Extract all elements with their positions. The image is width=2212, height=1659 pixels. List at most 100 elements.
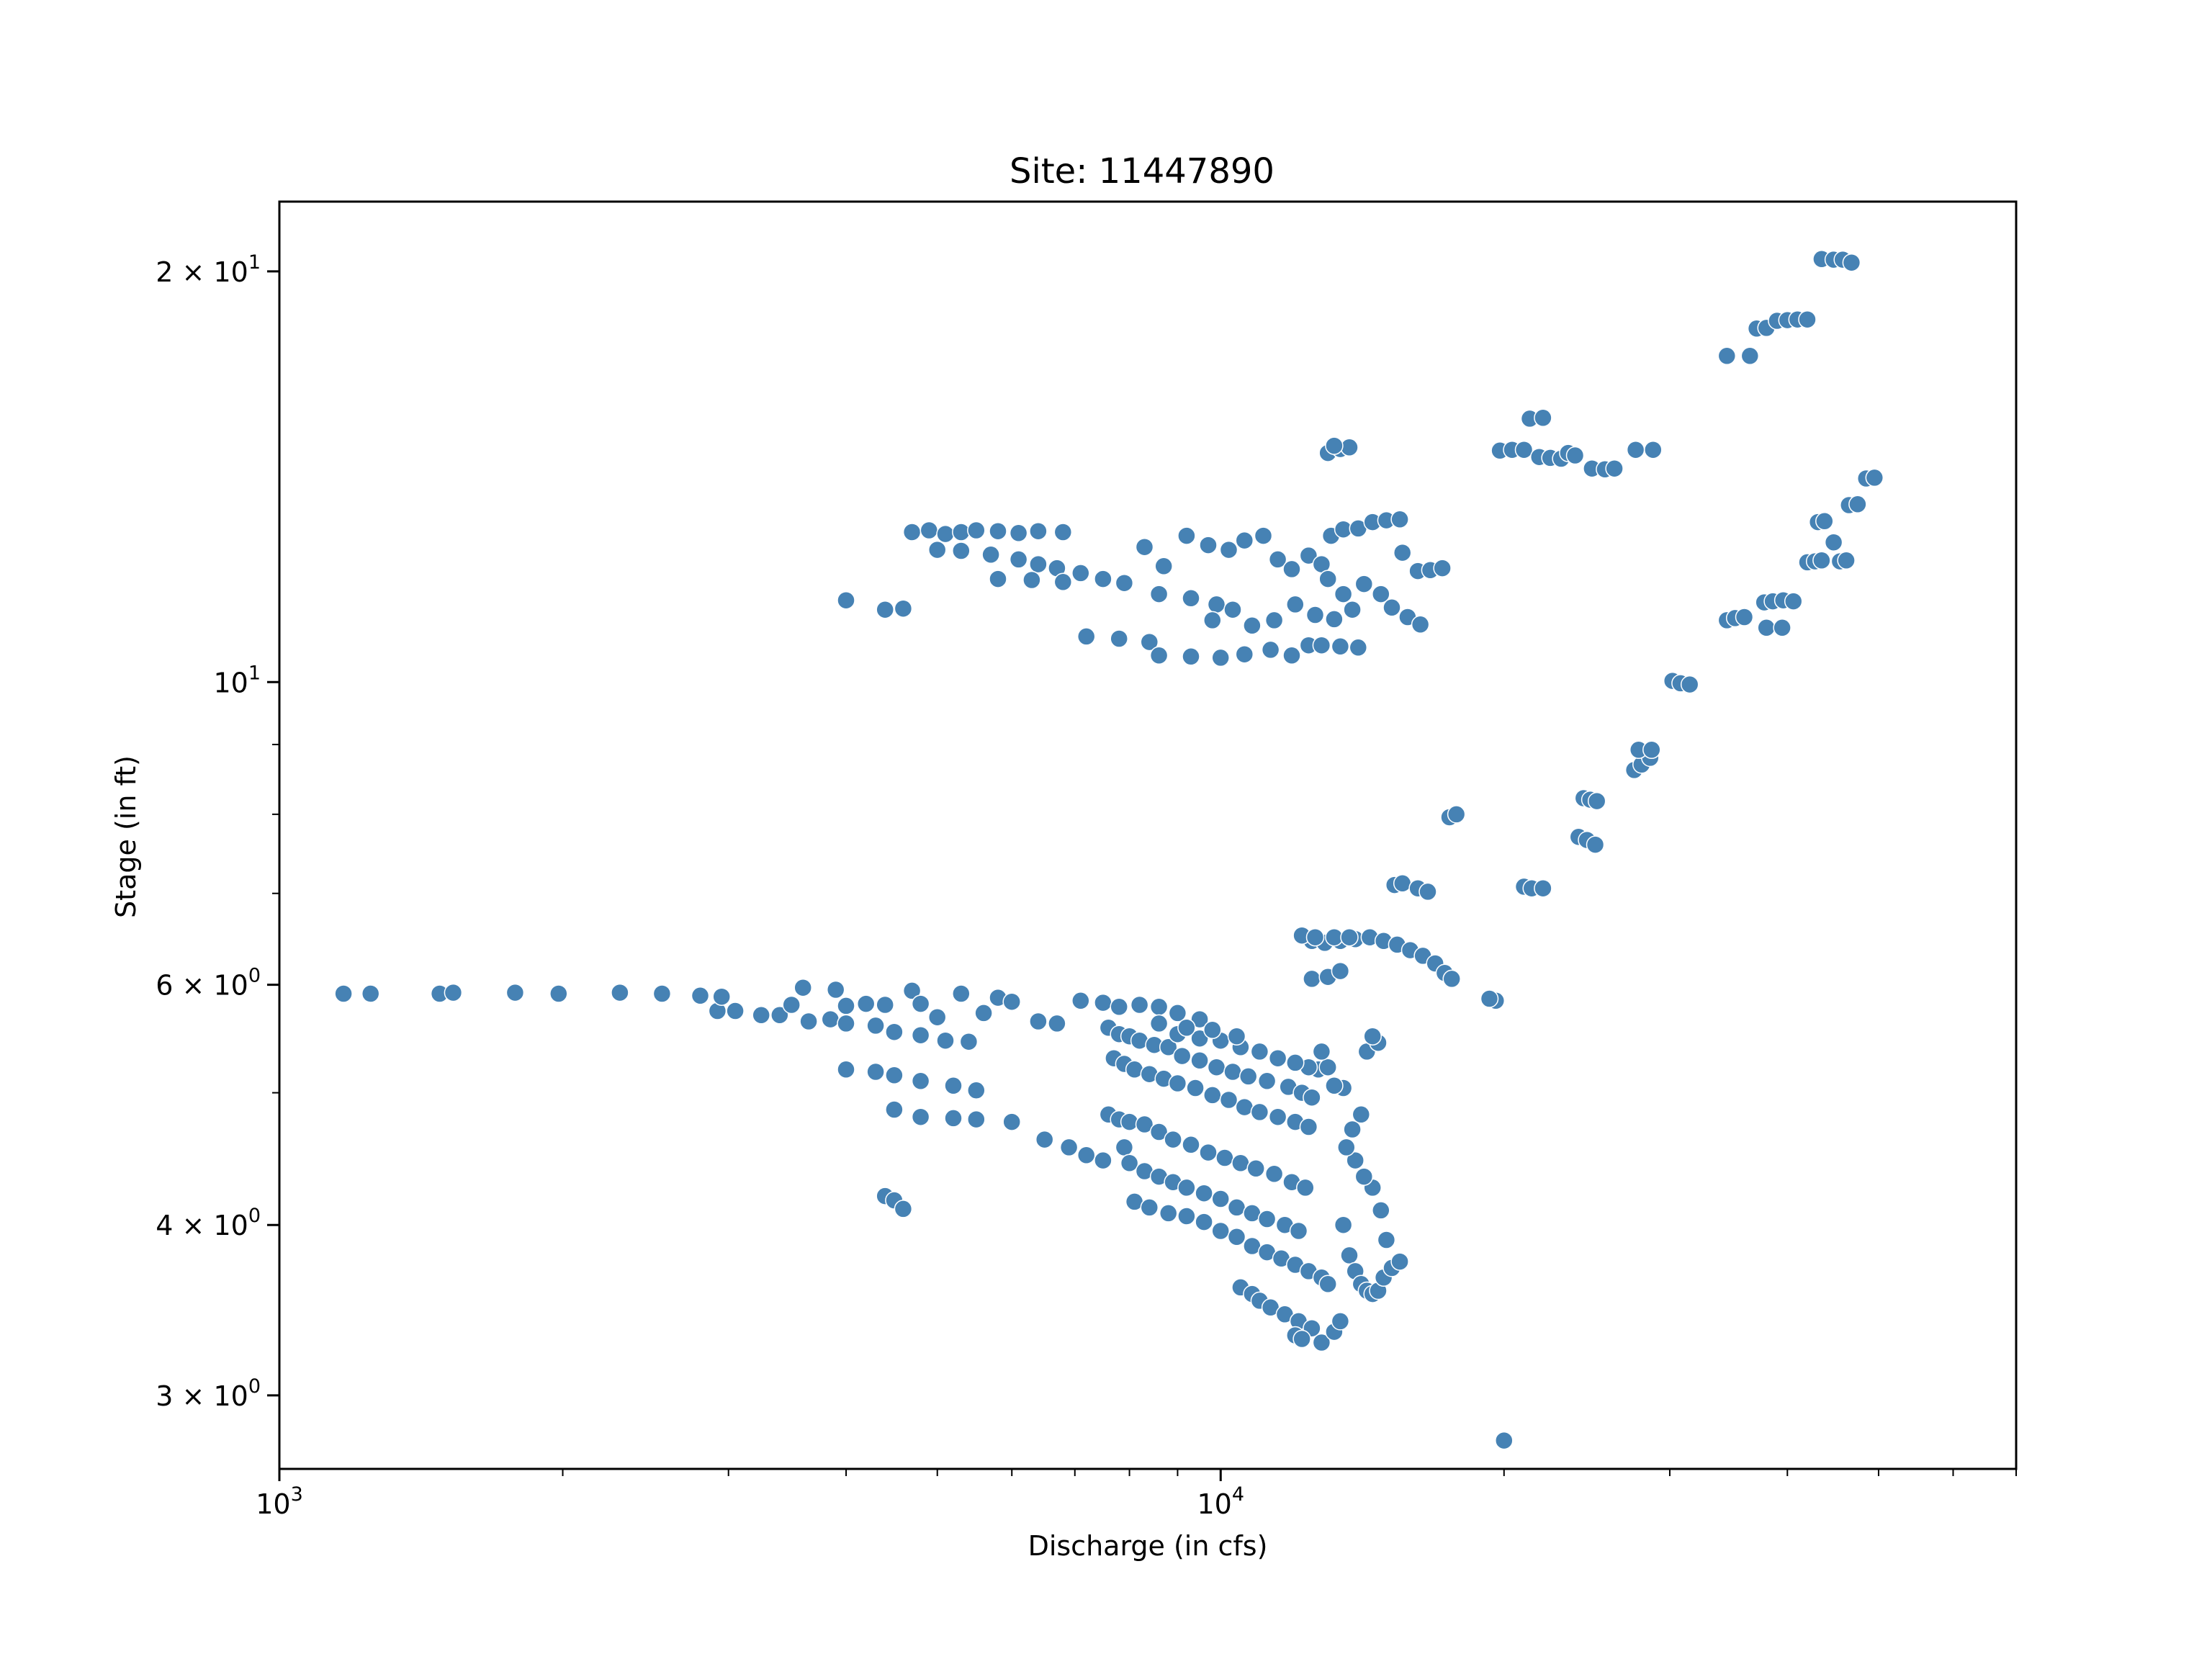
data-point [1865, 468, 1884, 487]
data-point [1053, 572, 1073, 592]
data-point [752, 1006, 770, 1025]
data-point [1048, 1014, 1066, 1033]
data-point [876, 600, 894, 619]
data-point [837, 1014, 855, 1033]
data-point [1130, 995, 1149, 1015]
data-point [1390, 1252, 1409, 1271]
data-point [837, 590, 855, 610]
data-point [1447, 805, 1466, 824]
data-point [952, 984, 971, 1003]
data-point [1286, 595, 1305, 614]
data-point [1140, 632, 1159, 652]
data-point [1334, 1215, 1353, 1234]
data-point [959, 1032, 979, 1051]
data-point [1076, 627, 1096, 646]
data-point [1223, 600, 1242, 619]
data-point [1250, 1042, 1269, 1061]
data-point [1177, 1178, 1196, 1197]
data-point [1325, 436, 1344, 455]
data-point [1094, 993, 1112, 1012]
data-point [1029, 1012, 1048, 1031]
data-point [1644, 440, 1663, 459]
data-point [1140, 1198, 1159, 1217]
data-point [1340, 927, 1359, 947]
data-point [902, 523, 922, 541]
data-point [1261, 640, 1280, 660]
data-point [1292, 1329, 1311, 1349]
data-point [1354, 575, 1374, 593]
data-point [1798, 310, 1817, 329]
data-point [989, 521, 1007, 541]
data-point [885, 1066, 904, 1085]
data-point [1626, 440, 1645, 459]
data-point [1837, 551, 1856, 570]
data-point [967, 1081, 986, 1100]
data-point [866, 1016, 885, 1035]
data-point [1303, 969, 1321, 989]
data-point [1565, 446, 1585, 465]
data-point [1377, 1231, 1396, 1249]
data-point [944, 1109, 963, 1128]
data-point [911, 1025, 930, 1045]
chart-title: Site: 11447890 [1010, 151, 1274, 192]
data-point [361, 984, 380, 1003]
data-point [1168, 1074, 1187, 1093]
data-point [1246, 1159, 1265, 1178]
data-point [1149, 585, 1169, 603]
data-point [1717, 346, 1737, 366]
data-point [1159, 1038, 1178, 1057]
data-point [444, 983, 463, 1002]
y-tick-label-exponent: 0 [248, 965, 261, 987]
data-point [1199, 536, 1218, 554]
data-point [927, 1007, 947, 1027]
data-point [1053, 523, 1073, 541]
data-point [1135, 1115, 1154, 1134]
data-point [1372, 585, 1390, 603]
data-point [1382, 598, 1401, 617]
data-point [1337, 1138, 1356, 1157]
data-point [1340, 438, 1359, 457]
data-point [1268, 550, 1287, 569]
data-point [1312, 636, 1331, 655]
data-point [1215, 1148, 1234, 1167]
x-tick-label-exponent: 3 [291, 1483, 303, 1506]
data-point [1190, 1010, 1209, 1029]
data-point [1190, 1051, 1209, 1070]
data-point [1303, 1088, 1321, 1107]
data-point [1340, 1246, 1359, 1265]
data-point [826, 980, 845, 999]
data-point [611, 983, 629, 1002]
data-point [1363, 1027, 1382, 1046]
data-point [1757, 619, 1776, 637]
data-point [1346, 1151, 1364, 1170]
data-point [1199, 1143, 1218, 1162]
data-point [1120, 1154, 1139, 1173]
data-point [691, 986, 710, 1005]
data-point [967, 521, 986, 540]
data-point [712, 987, 731, 1006]
data-point [1605, 459, 1624, 478]
data-point [1002, 1112, 1021, 1131]
data-point [876, 995, 894, 1015]
data-point [936, 1031, 955, 1050]
data-point [1120, 1112, 1139, 1131]
y-tick-label: 4 × 100 [156, 1205, 261, 1241]
plot-frame [278, 200, 2018, 1470]
data-point [981, 545, 1000, 565]
data-point [1393, 874, 1412, 893]
data-point [1002, 992, 1021, 1011]
data-point [726, 1002, 745, 1020]
x-tick-label-exponent: 4 [1232, 1483, 1244, 1506]
data-point [866, 1062, 885, 1082]
data-point [821, 1010, 840, 1029]
data-point [793, 978, 812, 997]
data-point [894, 1200, 913, 1218]
data-point [770, 1006, 789, 1025]
data-point [1514, 440, 1534, 459]
data-point [1680, 675, 1699, 694]
data-point [944, 1076, 963, 1095]
data-point [1195, 1213, 1213, 1231]
data-point [1268, 1048, 1287, 1068]
data-point [1203, 611, 1222, 630]
